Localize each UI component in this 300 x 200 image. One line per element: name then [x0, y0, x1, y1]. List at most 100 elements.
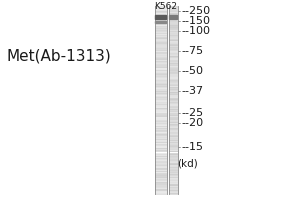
Bar — [169, 191, 178, 192]
Bar — [154, 67, 166, 68]
Bar — [169, 89, 178, 90]
Bar — [169, 71, 178, 72]
Text: --37: --37 — [182, 86, 204, 96]
Bar — [154, 176, 166, 177]
Bar — [169, 39, 178, 40]
Bar — [154, 68, 166, 69]
Bar — [154, 78, 166, 79]
Bar — [154, 114, 166, 115]
Bar — [154, 94, 166, 95]
Bar — [154, 11, 166, 12]
Bar — [169, 132, 178, 133]
Bar — [169, 82, 178, 83]
Bar — [154, 9, 166, 10]
Bar — [169, 139, 178, 140]
Bar — [169, 112, 178, 113]
Bar — [154, 182, 166, 183]
Bar — [154, 162, 166, 163]
Text: --250: --250 — [182, 6, 211, 16]
Text: --100: --100 — [182, 26, 211, 36]
Bar — [169, 23, 178, 24]
Bar — [169, 128, 178, 129]
Bar — [154, 96, 166, 97]
Bar — [169, 105, 178, 106]
Bar — [169, 101, 178, 102]
Bar — [169, 184, 178, 185]
Text: --20: --20 — [182, 118, 204, 128]
Bar — [154, 34, 166, 35]
Bar — [169, 35, 178, 36]
Bar — [169, 165, 178, 166]
Bar — [169, 102, 178, 103]
Bar — [154, 166, 166, 167]
Bar — [154, 84, 166, 85]
Bar — [169, 187, 178, 188]
Bar — [169, 109, 178, 110]
Bar — [154, 151, 166, 152]
Bar — [154, 149, 166, 150]
Bar — [169, 72, 178, 73]
Bar — [154, 20, 166, 21]
Bar — [169, 129, 178, 130]
Bar — [154, 63, 166, 64]
Bar — [155, 15, 166, 19]
Bar — [154, 159, 166, 160]
Bar — [169, 65, 178, 66]
Bar — [154, 110, 166, 111]
Bar — [154, 39, 166, 40]
Bar — [169, 37, 178, 38]
Bar — [154, 97, 166, 98]
Bar — [154, 92, 166, 93]
Bar — [154, 123, 166, 124]
Bar — [154, 134, 166, 135]
Bar — [169, 124, 178, 125]
Bar — [154, 163, 166, 164]
Bar — [169, 52, 178, 53]
Bar — [169, 156, 178, 157]
Bar — [154, 133, 166, 134]
Bar — [154, 64, 166, 65]
Bar — [169, 79, 178, 80]
Bar — [169, 163, 178, 164]
Bar — [154, 81, 166, 82]
Bar — [169, 177, 178, 178]
Bar — [154, 121, 166, 122]
Bar — [169, 44, 178, 45]
Bar — [169, 22, 178, 23]
Bar — [169, 15, 178, 16]
Bar — [154, 45, 166, 46]
Bar — [169, 26, 178, 27]
Bar — [169, 75, 178, 76]
Bar — [169, 16, 178, 17]
Bar — [169, 57, 178, 58]
Bar — [169, 146, 178, 147]
Bar — [169, 9, 178, 10]
Bar — [169, 190, 178, 191]
Bar — [154, 26, 166, 27]
Bar — [169, 99, 178, 100]
Bar — [154, 19, 166, 20]
Bar — [169, 55, 178, 56]
Bar — [154, 180, 166, 181]
Bar — [154, 29, 166, 30]
Bar — [169, 151, 178, 152]
Bar — [154, 165, 166, 166]
Bar — [154, 131, 166, 132]
Bar — [154, 77, 166, 78]
Bar — [169, 100, 178, 101]
Bar — [169, 95, 178, 96]
Bar — [169, 173, 178, 174]
Bar — [154, 56, 166, 57]
Bar — [169, 51, 178, 52]
Bar — [154, 31, 166, 32]
Bar — [154, 112, 166, 113]
Bar — [169, 6, 178, 7]
Bar — [169, 11, 178, 12]
Bar — [154, 144, 166, 145]
Bar — [169, 133, 178, 134]
Bar — [154, 7, 166, 8]
Bar — [154, 76, 166, 77]
Bar — [169, 29, 178, 30]
Bar — [169, 90, 178, 91]
Bar — [154, 142, 166, 143]
